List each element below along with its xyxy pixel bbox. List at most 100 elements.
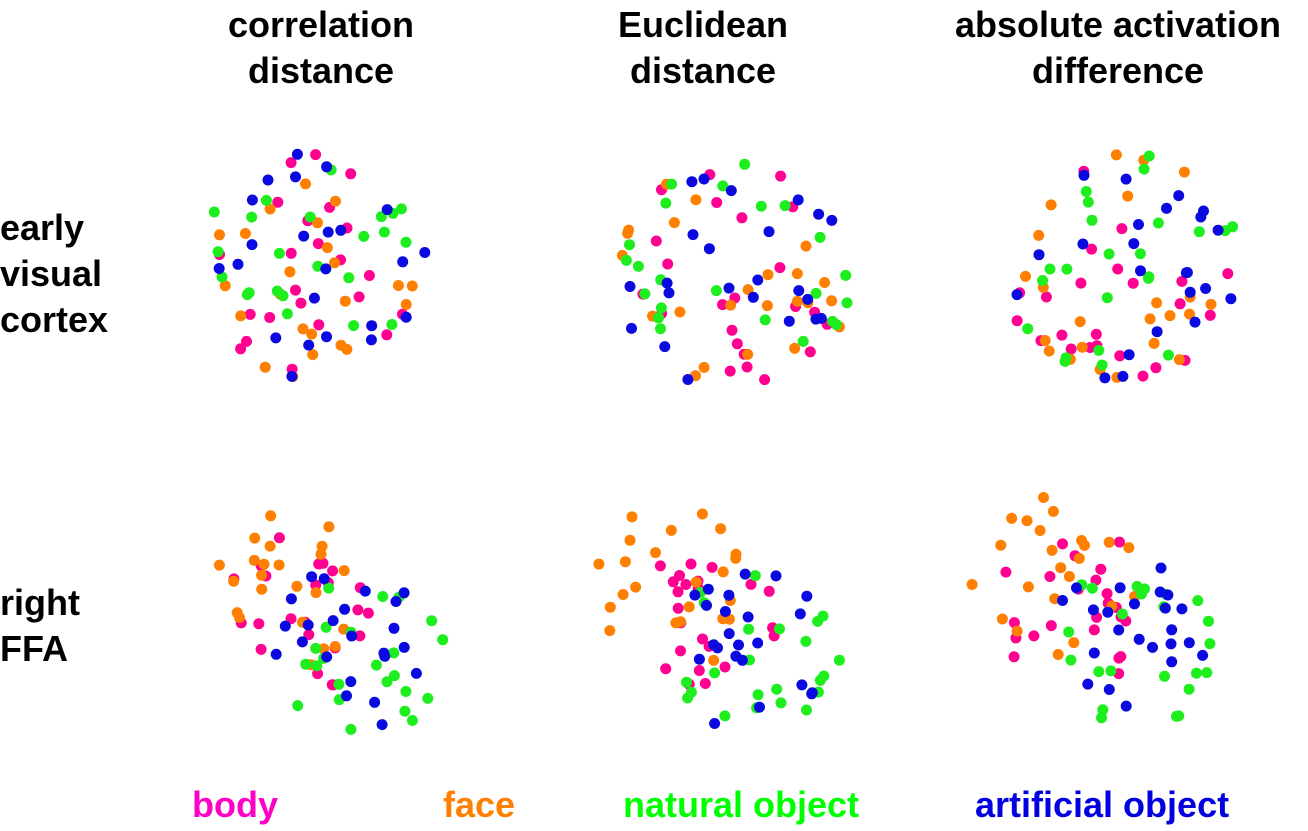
scatter-point-artificial: [320, 263, 332, 275]
scatter-point-natural: [775, 697, 787, 709]
scatter-point-artificial: [410, 667, 422, 679]
scatter-point-artificial: [419, 247, 431, 258]
scatter-point-face: [715, 523, 727, 535]
scatter-point-natural: [310, 642, 322, 654]
scatter-point-artificial: [1113, 624, 1125, 636]
scatter-point-natural: [246, 211, 258, 223]
scatter-point-body: [724, 365, 736, 377]
scatter-point-body: [759, 374, 771, 386]
scatter-point-natural: [840, 269, 852, 281]
scatter-point-natural: [800, 635, 812, 647]
scatter-point-body: [381, 329, 393, 341]
scatter-point-artificial: [659, 341, 671, 353]
scatter-point-artificial: [321, 651, 333, 663]
scatter-point-natural: [739, 158, 751, 170]
scatter-point-body: [1088, 624, 1100, 636]
scatter-point-body: [1101, 588, 1113, 600]
scatter-point-artificial: [739, 568, 751, 580]
scatter-point-body: [1086, 243, 1098, 255]
scatter-point-natural: [801, 704, 812, 716]
scatter-point-artificial: [719, 606, 731, 617]
scatter-point-artificial: [359, 585, 371, 597]
scatter-point-artificial: [813, 208, 825, 220]
scatter-point-natural: [632, 260, 644, 272]
scatter-point-face: [1144, 313, 1156, 325]
scatter-point-body: [255, 643, 267, 655]
scatter-point-artificial: [1129, 598, 1140, 610]
scatter-point-body: [1150, 362, 1162, 374]
scatter-point-artificial: [686, 176, 698, 188]
scatter-panel: [966, 492, 1216, 724]
scatter-point-face: [624, 534, 636, 546]
scatter-point-natural: [1204, 638, 1216, 650]
scatter-point-artificial: [1133, 219, 1144, 230]
scatter-point-artificial: [345, 676, 357, 688]
column-title-line: distance: [247, 50, 395, 91]
scatter-point-face: [1006, 512, 1018, 524]
scatter-point-face: [1184, 308, 1195, 320]
scatter-point-face: [1103, 536, 1115, 548]
scatter-point-face: [284, 266, 296, 278]
scatter-point-natural: [216, 271, 228, 283]
scatter-point-artificial: [1099, 372, 1111, 384]
scatter-point-natural: [681, 676, 692, 688]
scatter-point-artificial: [397, 256, 409, 268]
scatter-point-natural: [1183, 683, 1195, 695]
column-title-euclidean: Euclidean distance: [493, 2, 913, 94]
scatter-point-face: [1178, 166, 1190, 178]
scatter-point-artificial: [346, 630, 358, 642]
scatter-point-face: [310, 587, 322, 599]
scatter-point-natural: [323, 582, 335, 594]
scatter-point-face: [1063, 571, 1075, 582]
column-title-absolute-activation: absolute activation difference: [908, 2, 1308, 94]
scatter-point-natural: [655, 302, 667, 314]
scatter-point-natural: [1022, 323, 1034, 335]
scatter-point-face: [1076, 341, 1088, 353]
scatter-point-body: [312, 238, 324, 250]
scatter-point-artificial: [1033, 249, 1045, 261]
scatter-point-body: [1075, 277, 1087, 289]
scatter-point-artificial: [796, 679, 808, 691]
scatter-point-face: [690, 576, 702, 588]
scatter-point-body: [672, 586, 684, 598]
scatter-point-body: [706, 561, 718, 573]
scatter-point-artificial: [1197, 649, 1209, 661]
row-label-line: FFA: [0, 628, 68, 669]
scatter-point-body: [719, 661, 731, 673]
scatter-point-natural: [377, 591, 389, 602]
scatter-point-face: [1079, 539, 1090, 551]
scatter-point-body: [363, 270, 375, 281]
scatter-point-natural: [1082, 196, 1094, 208]
scatter-point-artificial: [693, 653, 705, 665]
scatter-point-face: [789, 342, 801, 354]
scatter-point-natural: [1059, 355, 1071, 367]
scatter-point-natural: [1086, 582, 1098, 594]
scatter-point-body: [1044, 571, 1056, 582]
scatter-point-face: [291, 580, 303, 592]
scatter-point-artificial: [1161, 202, 1172, 214]
scatter-point-body: [711, 197, 723, 208]
scatter-point-artificial: [232, 258, 244, 270]
scatter-point-body: [345, 168, 357, 180]
scatter-point-natural: [388, 647, 400, 659]
scatter-point-face: [307, 349, 319, 361]
scatter-point-face: [1039, 335, 1051, 346]
scatter-point-natural: [1044, 263, 1056, 275]
scatter-point-artificial: [339, 603, 351, 615]
scatter-point-artificial: [213, 263, 225, 274]
scatter-point-body: [726, 324, 738, 336]
scatter-point-face: [708, 654, 720, 666]
scatter-point-body: [1095, 563, 1107, 575]
legend-artificial-object: artificial object: [975, 784, 1230, 825]
scatter-point-face: [996, 613, 1008, 625]
scatter-point-natural: [1138, 163, 1150, 175]
scatter-point-artificial: [321, 161, 333, 173]
scatter-point-natural: [752, 689, 764, 701]
scatter-point-body: [313, 558, 325, 570]
scatter-point-artificial: [1114, 582, 1126, 594]
scatter-point-artificial: [327, 615, 339, 627]
column-title-line: Euclidean: [617, 4, 789, 45]
scatter-point-face: [690, 194, 702, 206]
scatter-point-body: [313, 319, 325, 331]
scatter-point-body: [1127, 277, 1139, 289]
